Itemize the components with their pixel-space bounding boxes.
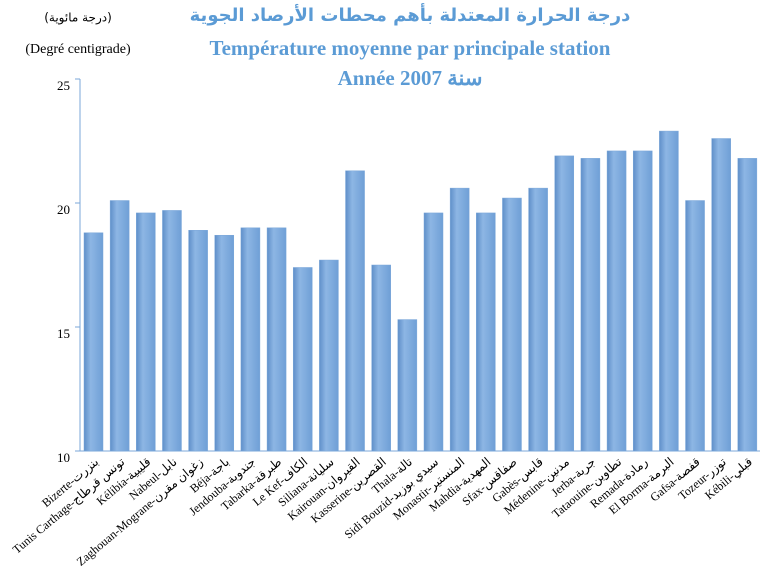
bar <box>214 234 235 452</box>
bar <box>319 259 339 452</box>
y-tick-label: 15 <box>57 326 70 341</box>
bar <box>449 187 470 452</box>
y-axis-label: (Degré centigrade) <box>25 42 131 57</box>
bar <box>423 212 444 452</box>
bar <box>737 158 758 452</box>
chart-subtitle: Température moyenne par principale stati… <box>210 36 611 60</box>
bar <box>659 130 679 452</box>
chart-title: درجة الحرارة المعتدلة بأهم محطات الأرصاد… <box>190 3 631 26</box>
chart-year: Année 2007 سنة <box>338 66 483 90</box>
bar <box>606 150 627 452</box>
bar <box>162 210 182 452</box>
y-tick-label: 25 <box>57 78 70 93</box>
bar <box>266 227 287 452</box>
bar <box>502 197 522 452</box>
bar <box>136 212 156 452</box>
bar <box>292 267 313 452</box>
y-tick-label: 10 <box>57 450 70 465</box>
bar <box>685 200 705 452</box>
bar <box>188 230 208 452</box>
bar <box>240 227 261 452</box>
bar <box>109 200 130 452</box>
bar <box>83 232 104 452</box>
bar <box>632 150 653 452</box>
bar <box>554 155 575 452</box>
bar <box>528 187 548 452</box>
y-tick-label: 20 <box>57 202 70 217</box>
bar <box>345 170 365 452</box>
bar <box>476 212 496 452</box>
bar <box>397 319 418 452</box>
bar <box>371 264 391 452</box>
bar <box>580 158 601 452</box>
y-axis-label-ar: (درجة مائوية) <box>44 11 112 26</box>
bar <box>711 138 731 452</box>
